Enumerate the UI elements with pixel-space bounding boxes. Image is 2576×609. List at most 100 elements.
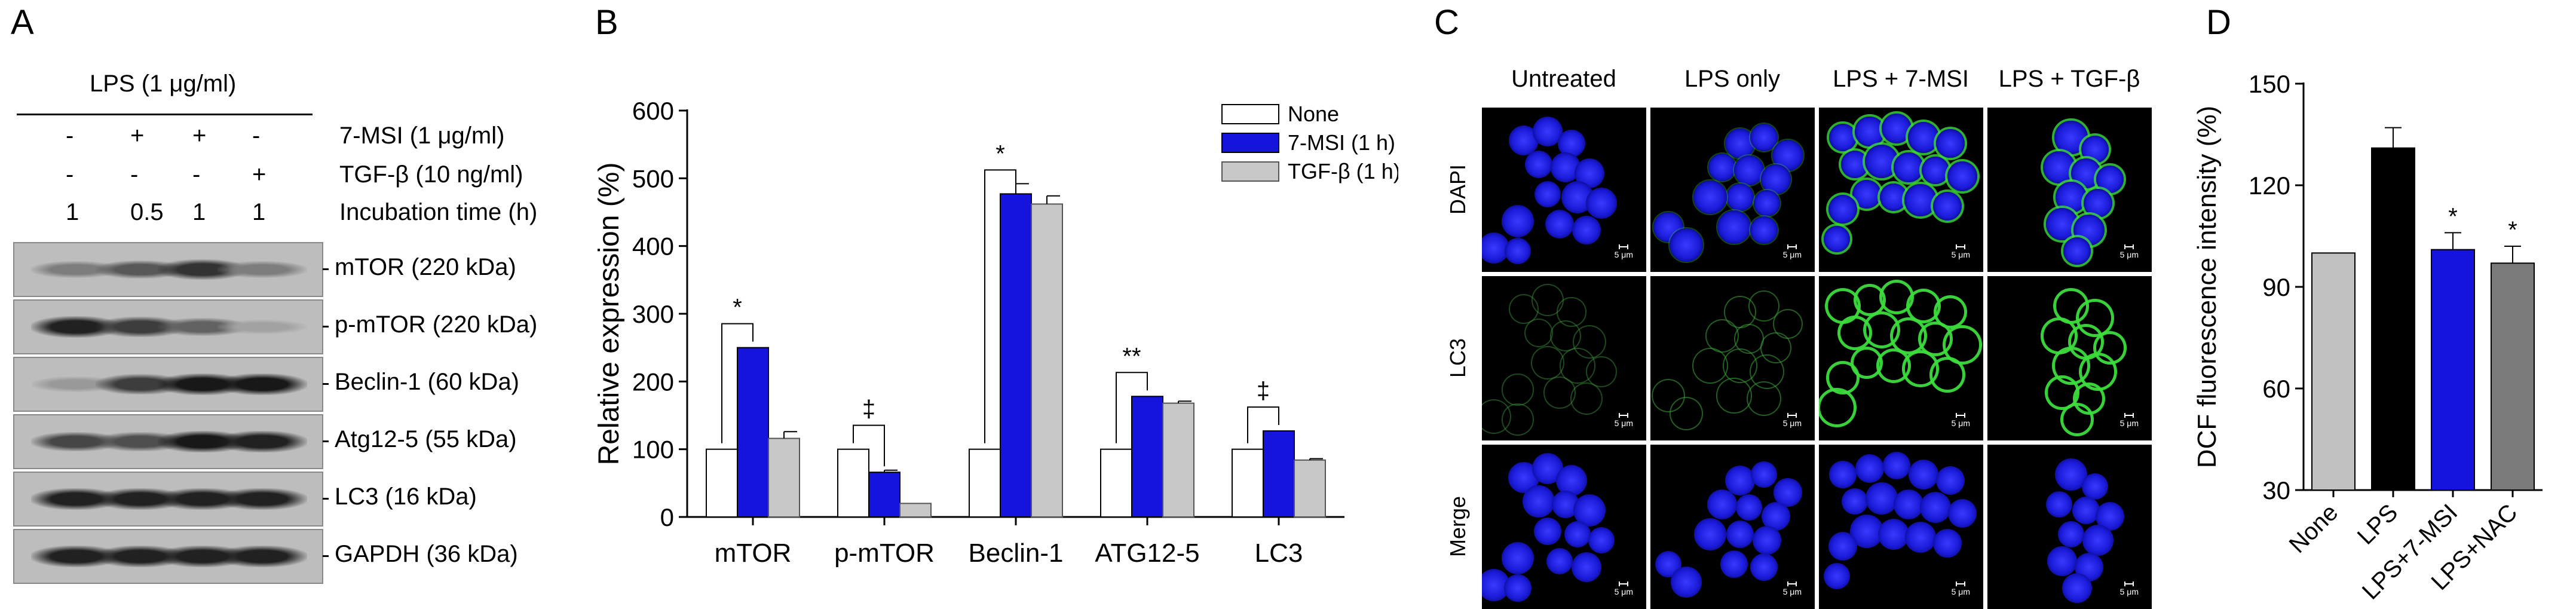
blot-strip: [13, 414, 323, 469]
cell: [1545, 209, 1575, 239]
blot-tick: [323, 498, 329, 500]
cell: [1725, 128, 1755, 158]
scale-bar-line: [1787, 413, 1797, 418]
chart-b-legend-label: TGF-β (1 h): [1288, 159, 1398, 183]
scale-bar: 5 μm: [1783, 244, 1802, 259]
cell: [1572, 384, 1601, 414]
chart-b-legend-label: 7-MSI (1 h): [1288, 130, 1395, 155]
blot-label: p-mTOR (220 kDa): [335, 311, 538, 338]
cell: [1587, 357, 1616, 386]
blot-tick: [323, 268, 329, 270]
cell: [1588, 527, 1615, 554]
chart-d-xtick-label: None: [2284, 499, 2344, 558]
cell: [1894, 152, 1923, 182]
cell: [1879, 351, 1908, 380]
cell: [2048, 378, 2076, 406]
chart-b-xtick-label: mTOR: [715, 538, 792, 568]
cell: [1503, 405, 1532, 434]
cell: [2082, 356, 2115, 388]
cell: [1750, 123, 1778, 152]
cell: [1564, 521, 1591, 548]
chart-d-ytick-label: 150: [2249, 70, 2290, 98]
scale-bar-label: 5 μm: [1614, 250, 1633, 259]
blot-band: [218, 319, 307, 335]
cell: [1921, 325, 1949, 353]
cell: [1534, 180, 1561, 208]
cell: [1855, 117, 1885, 146]
cell: [1532, 116, 1563, 147]
chart-b-bar: [837, 448, 869, 518]
microscopy-column-label: LPS only: [1684, 66, 1781, 92]
scale-bar-line: [1956, 244, 1966, 249]
chart-b: Relative expression (%) 0 100 200 300 400 500 6…: [593, 97, 1398, 568]
chart-d-ytick-label: 90: [2262, 273, 2290, 301]
cell: [1828, 531, 1858, 561]
blot-label: Atg12-5 (55 kDa): [335, 426, 517, 452]
scale-bar-label: 5 μm: [1782, 250, 1802, 259]
panel-b: B Relative expression (%) 0 100 200 300 400 50…: [574, 0, 1398, 607]
cell: [2082, 525, 2114, 556]
cell: [1882, 283, 1911, 311]
chart-b-bar: [768, 437, 800, 518]
cell: [2056, 182, 2087, 213]
cell: [1905, 522, 1936, 553]
chart-b-ytick-label: 200: [632, 368, 674, 396]
blot-band: [218, 546, 307, 567]
treatment-value: 1: [252, 199, 266, 225]
blot-label: GAPDH (36 kDa): [335, 541, 518, 567]
cell: [1820, 391, 1854, 424]
cell: [1726, 520, 1754, 549]
microscopy-row-label: LC3: [1445, 338, 1470, 378]
chart-b-xtick-label: p-mTOR: [834, 538, 935, 568]
cell: [2062, 573, 2093, 604]
chart-b-ytick-label: 0: [660, 503, 674, 531]
microscopy-image: 5 μm: [1987, 108, 2152, 272]
cell: [1558, 130, 1585, 157]
cell: [1586, 188, 1617, 219]
cell: [2047, 546, 2077, 576]
blot-label: Beclin-1 (60 kDa): [335, 369, 520, 395]
cell: [2044, 320, 2074, 351]
scale-bar-label: 5 μm: [1782, 418, 1802, 428]
chart-b-bar: [1232, 448, 1264, 518]
cell: [1854, 350, 1880, 376]
cell: [1670, 228, 1703, 262]
scale-bar-label: 5 μm: [1951, 250, 1970, 259]
chart-b-bar: [737, 347, 769, 518]
chart-b-bar: [899, 503, 932, 518]
microscopy-image: 5 μm: [1650, 108, 1815, 272]
cell: [1865, 145, 1898, 178]
cell: [1905, 353, 1935, 384]
cell: [1526, 320, 1552, 347]
cell: [1857, 287, 1883, 313]
chart-b-sig-label: *: [996, 140, 1005, 167]
scale-bar: 5 μm: [1783, 413, 1802, 427]
cell: [1533, 517, 1561, 545]
cell: [1909, 460, 1938, 489]
chart-b-bar: [868, 472, 900, 518]
blot-strip: [13, 529, 323, 584]
chart-b-bar: [1263, 430, 1295, 518]
microscopy-image: 5 μm: [1650, 445, 1815, 609]
cell: [1717, 210, 1751, 244]
chart-b-ytick-label: 100: [632, 436, 674, 464]
cell: [1866, 314, 1897, 345]
cell: [1522, 485, 1555, 518]
cell: [1823, 562, 1851, 590]
cell: [1502, 205, 1534, 237]
cell: [1671, 567, 1702, 598]
cell: [1707, 320, 1738, 352]
treatment-label: Incubation time (h): [339, 199, 538, 225]
cell: [1761, 164, 1791, 194]
cell: [1750, 461, 1778, 488]
cell: [1909, 292, 1938, 320]
cell: [2045, 491, 2073, 518]
scale-bar: 5 μm: [1952, 413, 1970, 427]
treatment-label: 7-MSI (1 μg/ml): [339, 123, 505, 149]
lps-line: [17, 114, 313, 115]
cell: [1840, 150, 1869, 178]
cell: [1936, 129, 1965, 158]
cell: [1726, 183, 1754, 212]
cell: [1921, 156, 1950, 185]
scale-bar: 5 μm: [1952, 582, 1970, 596]
